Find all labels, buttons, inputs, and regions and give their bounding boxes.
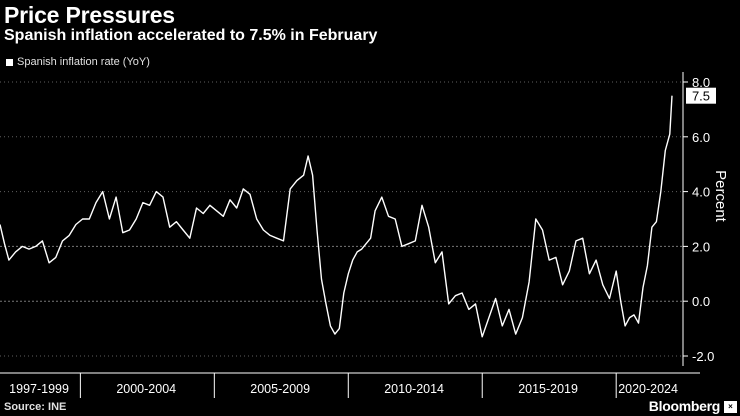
legend: Spanish inflation rate (YoY) bbox=[6, 56, 150, 68]
y-tick-label: 0.0 bbox=[692, 294, 710, 309]
y-tick-label: 4.0 bbox=[692, 185, 710, 200]
series-line bbox=[0, 95, 673, 338]
y-tick-label: 8.0 bbox=[692, 75, 710, 90]
brand-logo-icon: × bbox=[724, 401, 737, 413]
y-tick-label: 2.0 bbox=[692, 239, 710, 254]
brand-name: Bloomberg bbox=[648, 398, 721, 414]
y-axis-label: Percent bbox=[712, 170, 729, 223]
x-tick-label: 2015-2019 bbox=[518, 382, 578, 396]
y-tick-label: 6.0 bbox=[692, 130, 710, 145]
chart-subtitle: Spanish inflation accelerated to 7.5% in… bbox=[4, 27, 378, 44]
x-tick-label: 2020-2024 bbox=[618, 382, 678, 396]
source-note: Source: INE bbox=[4, 401, 67, 413]
x-tick-label: 2010-2014 bbox=[384, 382, 444, 396]
chart-title: Price Pressures bbox=[4, 2, 175, 28]
x-tick-label: 1997-1999 bbox=[9, 382, 69, 396]
last-value-box bbox=[686, 87, 716, 104]
y-tick-label: -2.0 bbox=[692, 349, 714, 364]
legend-label: Spanish inflation rate (YoY) bbox=[17, 56, 150, 68]
legend-swatch bbox=[6, 58, 13, 66]
last-value-label: 7.5 bbox=[692, 89, 710, 104]
x-tick-label: 2000-2004 bbox=[116, 382, 176, 396]
x-tick-label: 2005-2009 bbox=[250, 382, 310, 396]
